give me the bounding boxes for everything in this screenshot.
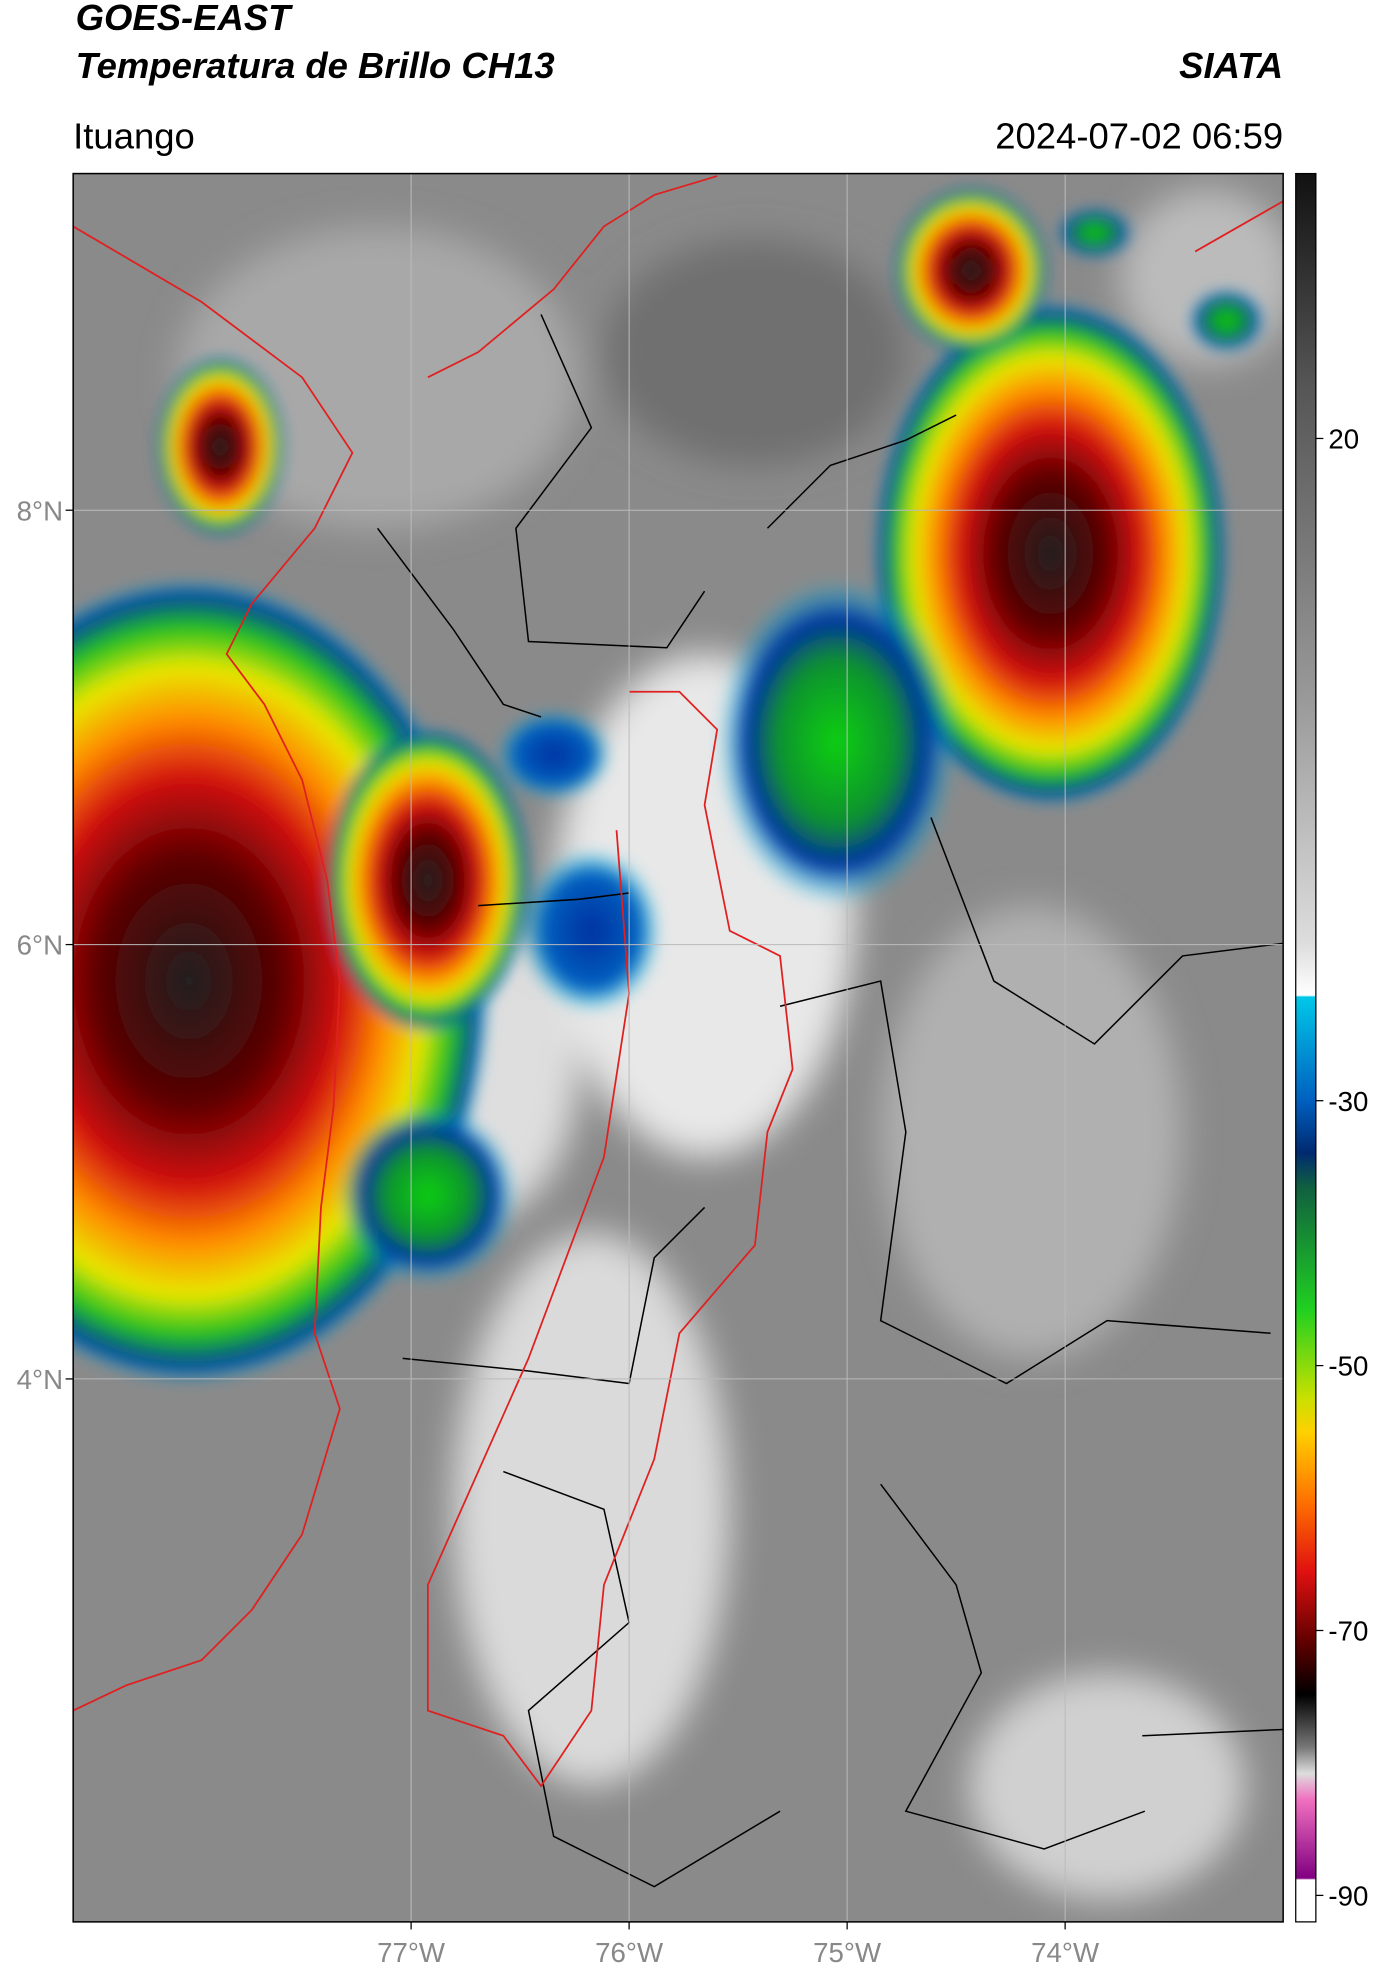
lat-tick-label: 6°N — [17, 930, 63, 961]
satellite-image — [73, 173, 1284, 1922]
colorbar-tick-label: -70 — [1328, 1616, 1368, 1647]
graticule — [73, 173, 1284, 1922]
lon-tick-label: 77°W — [377, 1937, 446, 1968]
timestamp: 2024-07-02 06:59 — [995, 115, 1283, 156]
colorbar-tick-label: -90 — [1328, 1880, 1368, 1911]
lat-tick-label: 4°N — [17, 1364, 63, 1395]
location: Ituango — [73, 115, 195, 156]
title: GOES-EAST — [76, 0, 294, 38]
lon-tick-label: 76°W — [595, 1937, 664, 1968]
colorbar-tick-label: -30 — [1328, 1086, 1368, 1117]
colorbar-tick-label: -50 — [1328, 1351, 1368, 1382]
lat-tick-label: 8°N — [17, 495, 63, 526]
lon-tick-label: 74°W — [1031, 1937, 1100, 1968]
lon-tick-label: 75°W — [813, 1937, 882, 1968]
colorbar-tick-label: 20 — [1328, 424, 1359, 455]
colorbar — [1295, 172, 1317, 1923]
map-frame — [72, 172, 1284, 1923]
brand: SIATA — [1179, 45, 1283, 86]
subtitle: Temperatura de Brillo CH13 — [76, 45, 555, 86]
